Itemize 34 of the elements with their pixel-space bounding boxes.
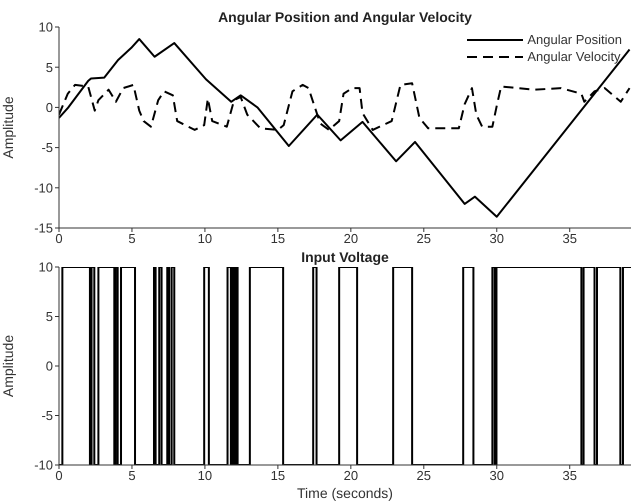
y-tick-label: 10 <box>38 260 53 275</box>
x-tick-label: 30 <box>490 231 504 246</box>
y-tick-label: -5 <box>41 408 53 424</box>
y-tick-label: 0 <box>46 358 53 374</box>
x-tick-label: 25 <box>416 468 432 484</box>
x-tick-label: 35 <box>562 468 577 484</box>
y-tick-label: -10 <box>34 458 53 473</box>
y-tick-label: -5 <box>41 140 53 156</box>
y-axis-title: Amplitude <box>0 96 16 159</box>
legend-label: Angular Velocity <box>527 48 621 65</box>
x-tick-label: 35 <box>562 231 577 246</box>
y-tick-label: 5 <box>46 60 53 75</box>
x-tick-label: 25 <box>416 231 432 246</box>
chart-title: Input Voltage <box>300 249 390 265</box>
x-tick-label: 20 <box>344 468 358 484</box>
x-tick-label: 10 <box>198 468 212 484</box>
y-tick-label: 0 <box>46 100 53 116</box>
y-tick-label: -15 <box>34 220 53 236</box>
x-tick-label: 10 <box>198 231 212 246</box>
x-tick-label: 5 <box>128 231 136 246</box>
x-tick-label: 0 <box>55 468 63 484</box>
x-tick-label: 30 <box>490 468 504 484</box>
chart-title: Angular Position and Angular Velocity <box>217 9 473 25</box>
y-tick-label: 10 <box>38 20 53 35</box>
x-tick-label: 15 <box>270 468 286 484</box>
y-tick-label: -10 <box>34 180 53 196</box>
x-tick-label: 15 <box>270 231 286 246</box>
x-tick-label: 0 <box>55 231 63 246</box>
x-tick-label: 20 <box>344 231 358 246</box>
x-tick-label: 5 <box>128 468 136 484</box>
y-axis-title: Amplitude <box>0 334 16 398</box>
legend-label: Angular Position <box>527 31 622 48</box>
y-tick-label: 5 <box>46 309 53 324</box>
x-axis-title: Time (seconds) <box>297 485 393 501</box>
